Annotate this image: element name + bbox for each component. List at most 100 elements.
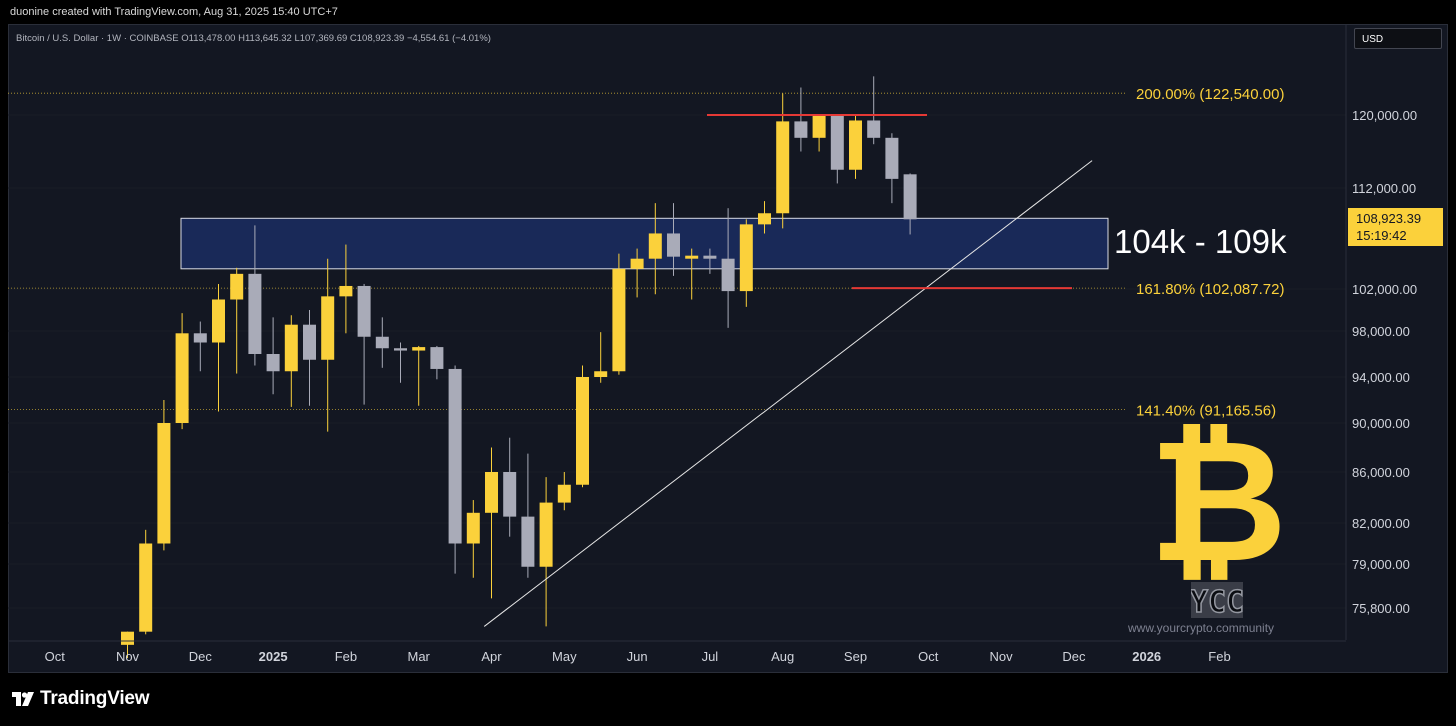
candle-body[interactable] [266,354,280,372]
candle-body[interactable] [612,268,626,372]
trendline[interactable] [483,160,1093,627]
candle-body[interactable] [739,224,753,292]
price-tick-label: 102,000.00 [1352,282,1417,297]
candle-body[interactable] [466,512,480,544]
time-tick-label: Dec [1062,649,1086,664]
candle-body[interactable] [576,377,589,485]
candle-body[interactable] [121,631,134,645]
ycc-logo: YCC [1191,582,1243,618]
time-axis: Oct Nov Dec 2025 Feb Mar Apr May Jun Jul Aug Sep Oct… [45,649,1231,664]
candle-body[interactable] [193,333,207,343]
price-tick-label: 86,000.00 [1352,465,1410,480]
time-tick-label: 2025 [259,649,288,664]
tradingview-wordmark: TradingView [40,688,150,709]
price-axis: 120,000.00 112,000.00 102,000.00 98,000.00 9… [1352,108,1417,616]
candle-body[interactable] [303,324,316,360]
candle-body[interactable] [685,255,699,259]
candle-body[interactable] [776,121,790,214]
price-tick-label: 90,000.00 [1352,416,1410,431]
chart-frame[interactable] [8,24,1448,673]
candle-body[interactable] [212,299,225,343]
last-price: 108,923.39 [1356,211,1422,226]
candle-body[interactable] [703,255,717,259]
currency-button[interactable]: USD [1354,28,1442,49]
candle-body[interactable] [539,502,553,567]
time-tick-label: Jul [702,649,719,664]
candle-body[interactable] [867,120,881,138]
candle-body[interactable] [849,120,862,170]
candle-body[interactable] [248,273,262,354]
time-tick-label: Oct [45,649,66,664]
watermark-url: www.yourcrypto.community [1128,621,1275,635]
candle-body[interactable] [721,258,735,292]
grid-layer [8,114,1346,609]
candle-body[interactable] [794,121,808,138]
time-tick-label: Nov [990,649,1014,664]
candle-body[interactable] [448,368,462,544]
candle-body[interactable] [503,472,517,517]
candle-body[interactable] [903,174,917,220]
candle-body[interactable] [230,273,244,300]
candle-body[interactable] [321,296,335,360]
price-tick-label: 94,000.00 [1352,370,1410,385]
candle-body[interactable] [812,115,826,138]
candle-body[interactable] [284,324,298,372]
bar-countdown: 15:19:42 [1356,228,1407,243]
candle-body[interactable] [885,137,899,179]
candle-body[interactable] [648,233,662,259]
candle-body[interactable] [357,285,371,337]
ycc-text: YCC [1191,585,1243,618]
candles [121,76,917,658]
candle-body[interactable] [412,347,426,351]
price-tick-label: 79,000.00 [1352,557,1410,572]
support-zone[interactable] [180,217,1109,270]
candle-body[interactable] [630,258,644,269]
last-price-tag: 108,923.39 15:19:42 [1348,208,1443,246]
time-tick-label: Mar [408,649,431,664]
svg-text:₿: ₿ [1149,403,1288,601]
time-tick-label: Sep [844,649,867,664]
time-tick-label: Feb [1208,649,1230,664]
fib-label: 141.40% (91,165.56) [1136,403,1276,420]
candle-body[interactable] [394,348,407,351]
candle-body[interactable] [157,423,171,544]
candle-body[interactable] [557,484,571,503]
fib-label: 200.00% (122,540.00) [1136,86,1284,103]
tradingview-logo[interactable]: TradingView [12,688,150,710]
candle-body[interactable] [594,371,608,377]
chart-legend: Bitcoin / U.S. Dollar · 1W · COINBASE O1… [16,33,491,44]
candle-body[interactable] [485,472,498,513]
price-tick-label: 98,000.00 [1352,324,1410,339]
header-text: duonine created with TradingView.com, Au… [10,6,338,18]
candle-body[interactable] [175,333,189,423]
footer [0,673,1456,726]
tradingview-logo-icon [12,692,34,706]
candle-body[interactable] [339,285,353,297]
candle-body[interactable] [139,543,153,632]
candle-body[interactable] [430,347,444,369]
time-tick-label: Aug [771,649,794,664]
fib-label: 161.80% (102,087.72) [1136,281,1284,298]
time-tick-label: 2026 [1132,649,1161,664]
time-tick-label: May [552,649,577,664]
price-tick-label: 82,000.00 [1352,516,1410,531]
time-tick-label: Dec [189,649,213,664]
candle-body[interactable] [375,336,389,349]
fib-levels: 200.00% (122,540.00) 161.80% (102,087.72)… [8,86,1284,420]
price-tick-label: 112,000.00 [1352,181,1416,196]
candle-body[interactable] [830,115,844,170]
candle-body[interactable] [667,233,680,257]
time-tick-label: Apr [481,649,502,664]
time-tick-label: Oct [918,649,939,664]
candle-body[interactable] [758,213,771,225]
time-tick-label: Nov [116,649,140,664]
bitcoin-logo-icon: ₿ [1149,403,1288,601]
price-tick-label: 120,000.00 [1352,108,1417,123]
price-tick-label: 75,800.00 [1352,601,1410,616]
time-tick-label: Feb [335,649,357,664]
top-header: duonine created with TradingView.com, Au… [0,0,1456,24]
zone-label: 104k - 109k [1114,223,1287,260]
time-tick-label: Jun [627,649,648,664]
candle-body[interactable] [521,516,535,567]
